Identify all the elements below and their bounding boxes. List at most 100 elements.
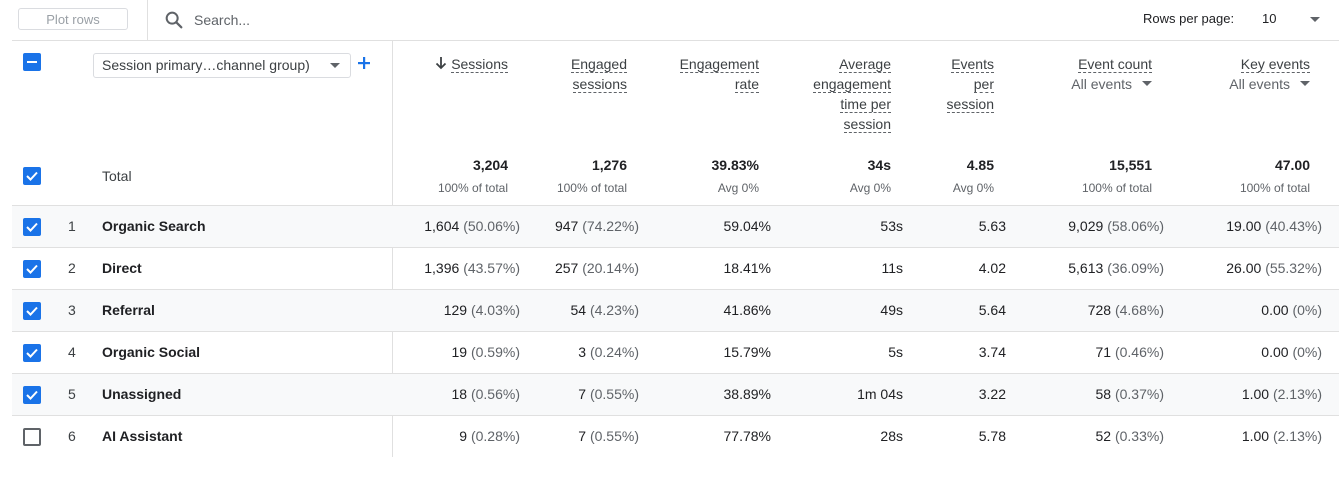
cell-value: 18.41% (723, 260, 771, 276)
column-header-sessions[interactable]: Sessions (435, 54, 508, 74)
cell-engagement-rate: 18.41% (724, 260, 771, 276)
checkmark-icon (26, 222, 38, 232)
row-checkbox[interactable] (23, 344, 41, 362)
column-header-key-events[interactable]: Key events All events (1229, 54, 1310, 94)
column-header-engagement-rate[interactable]: Engagement rate (679, 54, 759, 94)
row-channel-name: Organic Search (102, 218, 206, 234)
cell-event-count: 728 (4.68%) (1088, 302, 1164, 318)
column-header-label: time per (840, 96, 891, 113)
cell-value: 1,396 (424, 260, 460, 276)
column-divider (392, 40, 393, 457)
divider (12, 205, 1339, 206)
column-header-label: rate (734, 76, 759, 93)
table-row[interactable]: 6 AI Assistant 9 (0.28%) 7 (0.55%) 77.78% 2… (12, 416, 1339, 458)
cell-percent: (20.14%) (582, 260, 639, 276)
cell-event-count: 71 (0.46%) (1096, 344, 1165, 360)
cell-value: 54 (570, 302, 587, 318)
table-row[interactable]: 1 Organic Search 1,604 (50.06%) 947 (74.2… (12, 206, 1339, 248)
table-toolbar: Plot rows Rows per page: 10 (0, 0, 1339, 40)
cell-key-events: 19.00 (40.43%) (1226, 218, 1322, 234)
event-filter-select[interactable]: All events (1071, 74, 1152, 94)
cell-avg-engagement-time: 28s (880, 428, 903, 444)
total-avg-engagement-time-sub: Avg 0% (849, 181, 891, 195)
cell-event-count: 5,613 (36.09%) (1068, 260, 1164, 276)
column-header-event-count[interactable]: Event count All events (1071, 54, 1152, 94)
chevron-down-icon (1142, 81, 1152, 86)
key-event-filter-label: All events (1229, 76, 1290, 92)
event-filter-label: All events (1071, 76, 1132, 92)
table-row[interactable]: 5 Unassigned 18 (0.56%) 7 (0.55%) 38.89% 1m… (12, 374, 1339, 416)
row-number: 2 (68, 260, 76, 276)
column-header-events-per-session[interactable]: Events per session (946, 54, 994, 114)
cell-value: 77.78% (723, 428, 771, 444)
column-header-engaged-sessions[interactable]: Engaged sessions (570, 54, 627, 94)
column-header-label: session (843, 116, 891, 133)
cell-percent: (40.43%) (1265, 218, 1322, 234)
cell-percent: (74.22%) (582, 218, 639, 234)
cell-events-per-session: 3.22 (979, 386, 1006, 402)
cell-value: 52 (1095, 428, 1112, 444)
cell-value: 59.04% (723, 218, 771, 234)
cell-key-events: 26.00 (55.32%) (1226, 260, 1322, 276)
row-checkbox[interactable] (23, 218, 41, 236)
column-header-avg-engagement-time[interactable]: Average engagement time per session (813, 54, 891, 134)
row-checkbox[interactable] (23, 260, 41, 278)
plot-rows-button[interactable]: Plot rows (18, 8, 128, 30)
cell-value: 7 (578, 428, 587, 444)
cell-percent: (0.28%) (470, 428, 520, 444)
cell-value: 3.74 (978, 344, 1006, 360)
dimension-select[interactable]: Session primary…channel group) (93, 53, 351, 78)
column-header-label: Event count (1078, 56, 1152, 73)
total-key-events-sub: 100% of total (1239, 181, 1310, 195)
row-checkbox[interactable] (23, 428, 41, 446)
row-number: 4 (68, 344, 76, 360)
row-checkbox[interactable] (23, 386, 41, 404)
cell-events-per-session: 5.78 (979, 428, 1006, 444)
cell-engaged-sessions: 3 (0.24%) (578, 344, 639, 360)
search-icon[interactable] (163, 9, 185, 31)
cell-value: 0.00 (1261, 344, 1289, 360)
column-header-label: Key events (1240, 56, 1310, 73)
sort-arrow-down-icon (436, 57, 447, 70)
total-avg-engagement-time: 34s (867, 157, 891, 173)
total-engaged-sessions-sub: 100% of total (556, 181, 627, 195)
row-divider (12, 289, 1339, 290)
chevron-down-icon[interactable] (1310, 17, 1320, 22)
total-engagement-rate: 39.83% (711, 157, 759, 173)
cell-key-events: 0.00 (0%) (1261, 344, 1322, 360)
cell-value: 41.86% (723, 302, 771, 318)
cell-engaged-sessions: 54 (4.23%) (571, 302, 640, 318)
dimension-select-label: Session primary…channel group) (102, 57, 310, 73)
cell-value: 19.00 (1226, 218, 1262, 234)
cell-percent: (50.06%) (463, 218, 520, 234)
column-header-label: Events (951, 56, 994, 73)
cell-percent: (0.55%) (589, 428, 639, 444)
table-row[interactable]: 2 Direct 1,396 (43.57%) 257 (20.14%) 18.41… (12, 248, 1339, 290)
table-row[interactable]: 4 Organic Social 19 (0.59%) 3 (0.24%) 15.7… (12, 332, 1339, 374)
total-checkbox[interactable] (23, 167, 41, 185)
cell-avg-engagement-time: 1m 04s (857, 386, 903, 402)
cell-key-events: 0.00 (0%) (1261, 302, 1322, 318)
total-events-per-session-sub: Avg 0% (952, 181, 994, 195)
select-all-checkbox[interactable] (23, 53, 41, 71)
cell-value: 5.78 (978, 428, 1006, 444)
cell-value: 1,604 (424, 218, 460, 234)
column-header-label: Engagement (679, 56, 759, 73)
cell-key-events: 1.00 (2.13%) (1242, 428, 1322, 444)
key-event-filter-select[interactable]: All events (1229, 74, 1310, 94)
add-dimension-icon[interactable] (356, 55, 372, 71)
cell-sessions: 1,604 (50.06%) (424, 218, 520, 234)
cell-avg-engagement-time: 49s (880, 302, 903, 318)
cell-engaged-sessions: 257 (20.14%) (555, 260, 639, 276)
row-checkbox[interactable] (23, 302, 41, 320)
cell-percent: (58.06%) (1107, 218, 1164, 234)
cell-engaged-sessions: 7 (0.55%) (578, 428, 639, 444)
rows-per-page-select[interactable]: 10 (1262, 11, 1277, 26)
cell-sessions: 129 (4.03%) (444, 302, 520, 318)
cell-percent: (4.03%) (470, 302, 520, 318)
cell-percent: (0.56%) (470, 386, 520, 402)
cell-percent: (0%) (1292, 344, 1322, 360)
cell-value: 49s (880, 302, 903, 318)
table-row[interactable]: 3 Referral 129 (4.03%) 54 (4.23%) 41.86% 49… (12, 290, 1339, 332)
search-input[interactable] (194, 10, 794, 30)
